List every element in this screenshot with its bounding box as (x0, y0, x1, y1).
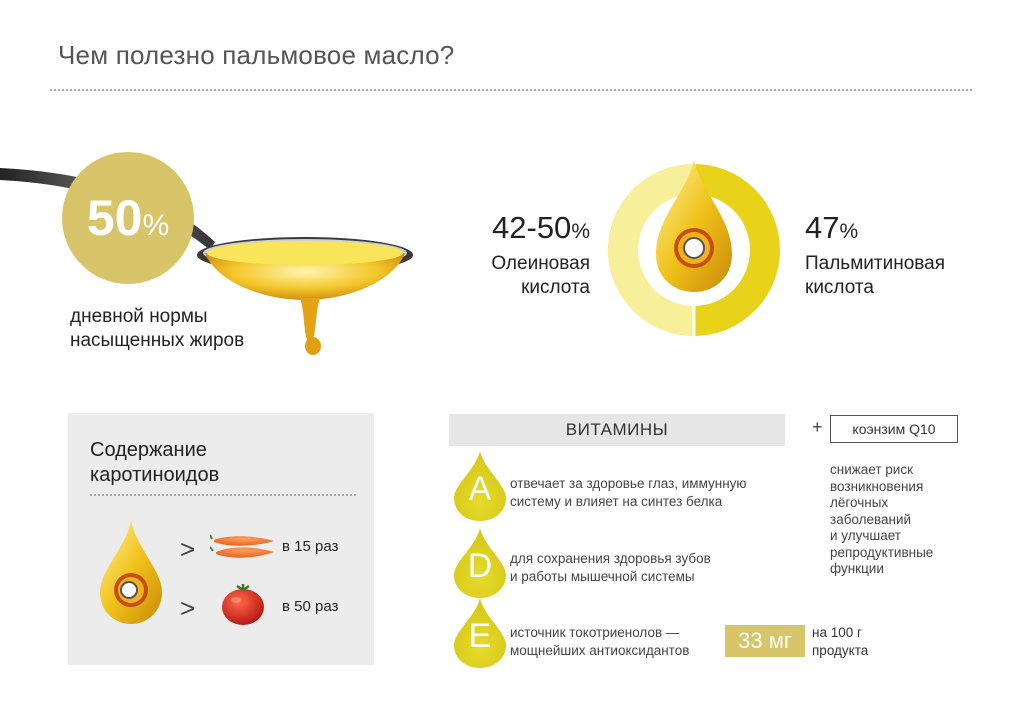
carotenoids-title-line2: каротиноидов (90, 464, 220, 486)
vitamin-a-description: отвечает за здоровье глаз, иммунную сист… (510, 475, 747, 511)
tomato-icon (222, 584, 264, 625)
greater-than-symbol-1: > (180, 534, 196, 564)
vitamin-d-description: для сохранения здоровья зубов и работы м… (510, 550, 711, 586)
coenzyme-line: заболеваний (830, 511, 912, 527)
vitamin-d-letter: D (467, 547, 493, 585)
vitamin-e-line2: мощнейших антиоксидантов (510, 643, 690, 658)
coenzyme-line: снижает риск (830, 462, 913, 477)
palmitic-acid-stat: 47% Пальмитиновая кислота (805, 210, 995, 300)
coenzyme-q10-label: коэнзим Q10 (830, 415, 958, 443)
spoon-oil-image (0, 168, 413, 355)
saturated-caption-line1: дневной нормы (70, 306, 208, 327)
vitamin-d-line1: для сохранения здоровья зубов (510, 551, 711, 566)
saturated-caption-line2: насыщенных жиров (70, 330, 245, 351)
oleic-percent-sign: % (571, 220, 590, 243)
saturated-fat-percent-badge: 50% (62, 152, 194, 284)
coenzyme-description: снижает риск возникновения лёгочных забо… (830, 462, 933, 578)
fatty-acid-donut-chart (608, 160, 780, 338)
vitamin-e-drop-icon (454, 598, 506, 668)
title-divider (50, 89, 972, 91)
vitamin-e-description: источник токотриенолов — мощнейших антио… (510, 624, 689, 660)
vitamin-e-amount-badge: 33 мг (725, 625, 805, 657)
coenzyme-line: лёгочных (830, 495, 889, 510)
vitamin-d-line2: и работы мышечной системы (510, 569, 695, 584)
carotenoids-divider (90, 494, 356, 496)
coenzyme-line: функции (830, 561, 884, 576)
oleic-value: 42-50 (492, 210, 572, 245)
tomato-comparison-text: в 50 раз (282, 598, 339, 615)
vitamins-header: ВИТАМИНЫ (449, 414, 785, 446)
greater-than-symbol-2: > (180, 593, 196, 623)
coenzyme-line: и улучшает (830, 528, 901, 543)
vitamin-a-line1: отвечает за здоровье глаз, иммунную (510, 476, 747, 491)
oleic-label-line1: Олеиновая (491, 253, 590, 274)
oil-drop-icon (100, 520, 162, 624)
coenzyme-line: репродуктивные (830, 544, 934, 560)
vitamin-a-line2: систему и влияет на синтез белка (510, 494, 723, 509)
vitamin-e-letter: E (468, 617, 492, 655)
vitamin-d-drop-icon (454, 528, 506, 598)
saturated-caption: дневной нормы насыщенных жиров (70, 305, 244, 353)
vitamin-e-per-line2: продукта (812, 643, 869, 658)
carotenoids-title-line1: Содержание (90, 439, 207, 461)
palmitic-label-line2: кислота (805, 277, 874, 298)
vitamin-e-line1: источник токотриенолов — (510, 625, 680, 640)
palmitic-percent-sign: % (839, 220, 859, 243)
plus-sign: + (812, 417, 823, 437)
carotenoids-title: Содержание каротиноидов (90, 438, 219, 488)
carrot-comparison-text: в 15 раз (282, 538, 339, 555)
palmitic-value: 47 (805, 210, 840, 245)
coenzyme-line: возникновения (830, 478, 924, 494)
page-title: Чем полезно пальмовое масло? (58, 40, 455, 70)
oleic-acid-stat: 42-50% Олеиновая кислота (440, 210, 590, 300)
vitamin-e-per-amount: на 100 г продукта (812, 624, 868, 660)
carrot-icon (210, 534, 274, 558)
saturated-percent-sign: % (142, 209, 170, 242)
vitamin-a-drop-icon (454, 451, 506, 521)
saturated-percent-value: 50 (86, 190, 143, 246)
vitamin-e-per-line1: на 100 г (812, 625, 862, 640)
palmitic-label-line1: Пальмитиновая (805, 253, 945, 274)
vitamin-a-letter: A (468, 470, 492, 508)
oleic-label-line2: кислота (521, 277, 590, 298)
